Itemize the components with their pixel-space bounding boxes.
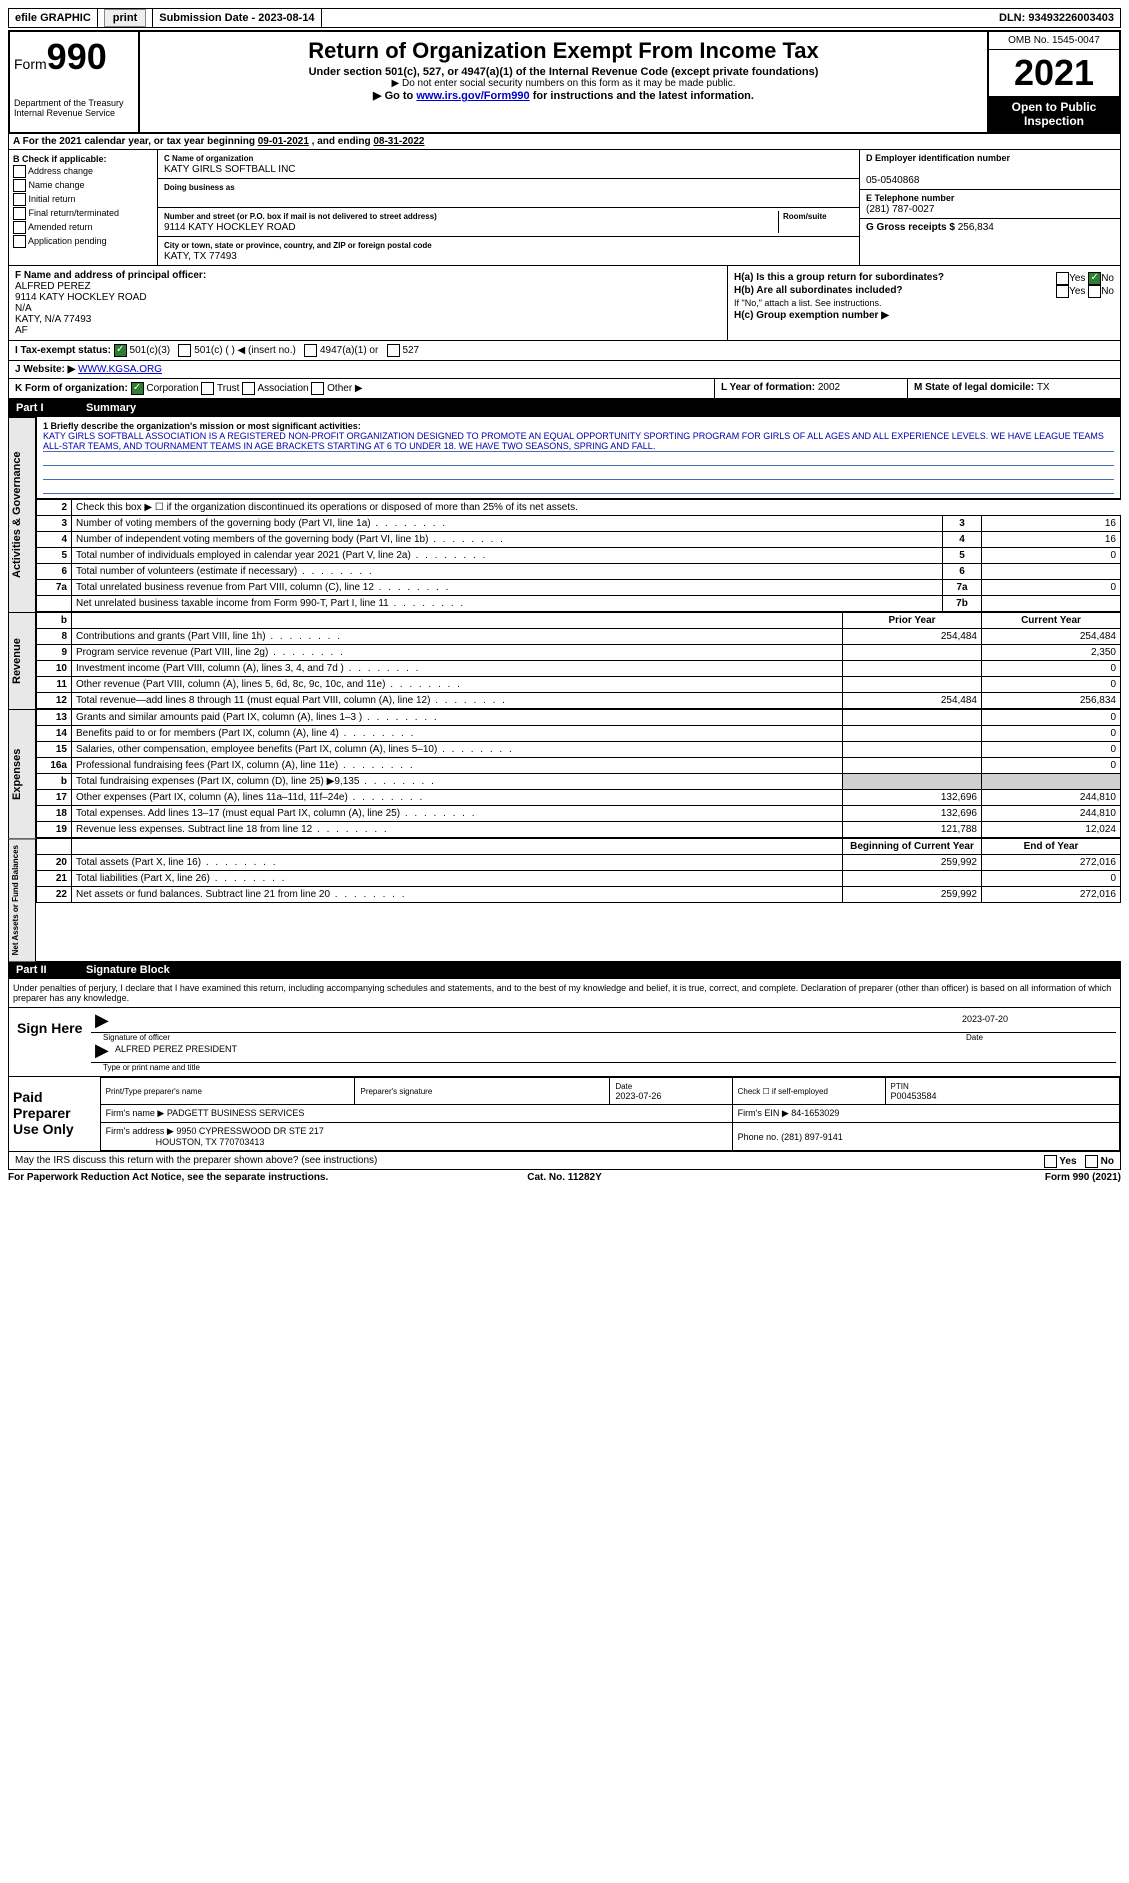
sig-officer-label: Signature of officer <box>103 1033 966 1042</box>
footer-center: Cat. No. 11282Y <box>379 1172 750 1183</box>
form-note2: ▶ Go to www.irs.gov/Form990 for instruct… <box>148 89 979 102</box>
top-bar: efile GRAPHIC print Submission Date - 20… <box>8 8 1121 28</box>
phone-label: E Telephone number <box>866 193 954 203</box>
submission-date: Submission Date - 2023-08-14 <box>153 9 321 27</box>
website-link[interactable]: WWW.KGSA.ORG <box>78 364 162 375</box>
col-b-checkboxes: B Check if applicable: Address change Na… <box>9 150 158 265</box>
irs-link[interactable]: www.irs.gov/Form990 <box>416 90 529 102</box>
block-fh: F Name and address of principal officer:… <box>8 266 1121 341</box>
footer-left: For Paperwork Reduction Act Notice, see … <box>8 1172 379 1183</box>
check-501c[interactable] <box>178 344 191 357</box>
sig-date-label: Date <box>966 1033 1116 1042</box>
form-note1: ▶ Do not enter social security numbers o… <box>148 78 979 89</box>
preparer-block: Paid Preparer Use Only Print/Type prepar… <box>8 1077 1121 1152</box>
tax-year: 2021 <box>989 50 1119 96</box>
omb-number: OMB No. 1545-0047 <box>989 32 1119 50</box>
section-governance: Activities & Governance 1 Briefly descri… <box>8 417 1121 612</box>
check-other[interactable] <box>311 382 324 395</box>
addr-label: Number and street (or P.O. box if mail i… <box>164 212 437 221</box>
form-title: Return of Organization Exempt From Incom… <box>148 38 979 64</box>
row-a-period: A For the 2021 calendar year, or tax yea… <box>8 134 1121 150</box>
preparer-title: Paid Preparer Use Only <box>9 1077 100 1151</box>
check-application[interactable]: Application pending <box>13 235 153 248</box>
check-trust[interactable] <box>201 382 214 395</box>
vlabel-expenses: Expenses <box>8 709 36 838</box>
mission-text: KATY GIRLS SOFTBALL ASSOCIATION IS A REG… <box>43 431 1114 452</box>
row-klm: K Form of organization: ✓ Corporation Tr… <box>8 379 1121 399</box>
org-name: KATY GIRLS SOFTBALL INC <box>164 164 296 175</box>
row-j-website: J Website: ▶ WWW.KGSA.ORG <box>8 361 1121 379</box>
city-value: KATY, TX 77493 <box>164 251 237 262</box>
revenue-table: bPrior YearCurrent Year8Contributions an… <box>36 612 1121 709</box>
netassets-table: Beginning of Current YearEnd of Year20To… <box>36 838 1121 903</box>
form-number: Form990 <box>14 36 134 78</box>
sign-here-block: Sign Here ▶ 2023-07-20 Signature of offi… <box>8 1008 1121 1077</box>
row-i-status: I Tax-exempt status: ✓ 501(c)(3) 501(c) … <box>8 341 1121 361</box>
vlabel-governance: Activities & Governance <box>8 417 36 612</box>
phone-value: (281) 787-0027 <box>866 204 934 215</box>
check-527[interactable] <box>387 344 400 357</box>
check-initial-return[interactable]: Initial return <box>13 193 153 206</box>
gross-value: 256,834 <box>958 222 994 233</box>
col-h-group: H(a) Is this a group return for subordin… <box>728 266 1120 340</box>
vlabel-netassets: Net Assets or Fund Balances <box>8 838 36 961</box>
discuss-no[interactable] <box>1085 1155 1098 1168</box>
ein-label: D Employer identification number <box>866 153 1010 163</box>
page-footer: For Paperwork Reduction Act Notice, see … <box>8 1172 1121 1183</box>
officer-name: ALFRED PEREZ PRESIDENT <box>111 1044 241 1060</box>
sig-date: 2023-07-20 <box>958 1014 1116 1030</box>
dept-label: Department of the Treasury <box>14 98 134 108</box>
col-de: D Employer identification number 05-0540… <box>860 150 1120 265</box>
part2-header: Part II Signature Block <box>8 961 1121 979</box>
print-button[interactable]: print <box>98 9 153 27</box>
check-501c3[interactable]: ✓ <box>114 344 127 357</box>
check-amended[interactable]: Amended return <box>13 221 153 234</box>
city-label: City or town, state or province, country… <box>164 241 432 250</box>
dln: DLN: 93493226003403 <box>993 9 1120 27</box>
org-name-label: C Name of organization <box>164 154 253 163</box>
row-k-form: K Form of organization: ✓ Corporation Tr… <box>9 379 715 398</box>
check-assoc[interactable] <box>242 382 255 395</box>
section-expenses: Expenses 13Grants and similar amounts pa… <box>8 709 1121 838</box>
dba-label: Doing business as <box>164 183 235 192</box>
vlabel-revenue: Revenue <box>8 612 36 709</box>
discuss-yes[interactable] <box>1044 1155 1057 1168</box>
check-corp[interactable]: ✓ <box>131 382 144 395</box>
col-c-org: C Name of organization KATY GIRLS SOFTBA… <box>158 150 860 265</box>
gross-label: G Gross receipts $ <box>866 222 958 233</box>
col-f-officer: F Name and address of principal officer:… <box>9 266 728 340</box>
room-label: Room/suite <box>783 212 827 221</box>
check-name-change[interactable]: Name change <box>13 179 153 192</box>
mission-block: 1 Briefly describe the organization's mi… <box>36 417 1121 499</box>
efile-label: efile GRAPHIC <box>9 9 98 27</box>
sign-here-label: Sign Here <box>13 1012 91 1072</box>
addr-value: 9114 KATY HOCKLEY ROAD <box>164 222 296 233</box>
preparer-table: Print/Type preparer's name Preparer's si… <box>100 1077 1120 1151</box>
expenses-table: 13Grants and similar amounts paid (Part … <box>36 709 1121 838</box>
irs-label: Internal Revenue Service <box>14 108 134 118</box>
check-4947[interactable] <box>304 344 317 357</box>
form-header: Form990 Department of the Treasury Inter… <box>8 30 1121 134</box>
governance-table: 2Check this box ▶ ☐ if the organization … <box>36 499 1121 612</box>
form-subtitle: Under section 501(c), 527, or 4947(a)(1)… <box>148 66 979 78</box>
row-m-state: M State of legal domicile: TX <box>908 379 1120 398</box>
footer-right: Form 990 (2021) <box>750 1172 1121 1183</box>
open-public-badge: Open to Public Inspection <box>989 96 1119 132</box>
block-bcd: B Check if applicable: Address change Na… <box>8 150 1121 266</box>
part1-header: Part I Summary <box>8 399 1121 417</box>
perjury-statement: Under penalties of perjury, I declare th… <box>8 979 1121 1008</box>
ein-value: 05-0540868 <box>866 175 919 186</box>
discuss-row: May the IRS discuss this return with the… <box>8 1152 1121 1170</box>
check-final-return[interactable]: Final return/terminated <box>13 207 153 220</box>
section-revenue: Revenue bPrior YearCurrent Year8Contribu… <box>8 612 1121 709</box>
check-address-change[interactable]: Address change <box>13 165 153 178</box>
row-l-year: L Year of formation: 2002 <box>715 379 908 398</box>
section-netassets: Net Assets or Fund Balances Beginning of… <box>8 838 1121 961</box>
type-name-label: Type or print name and title <box>103 1063 200 1072</box>
